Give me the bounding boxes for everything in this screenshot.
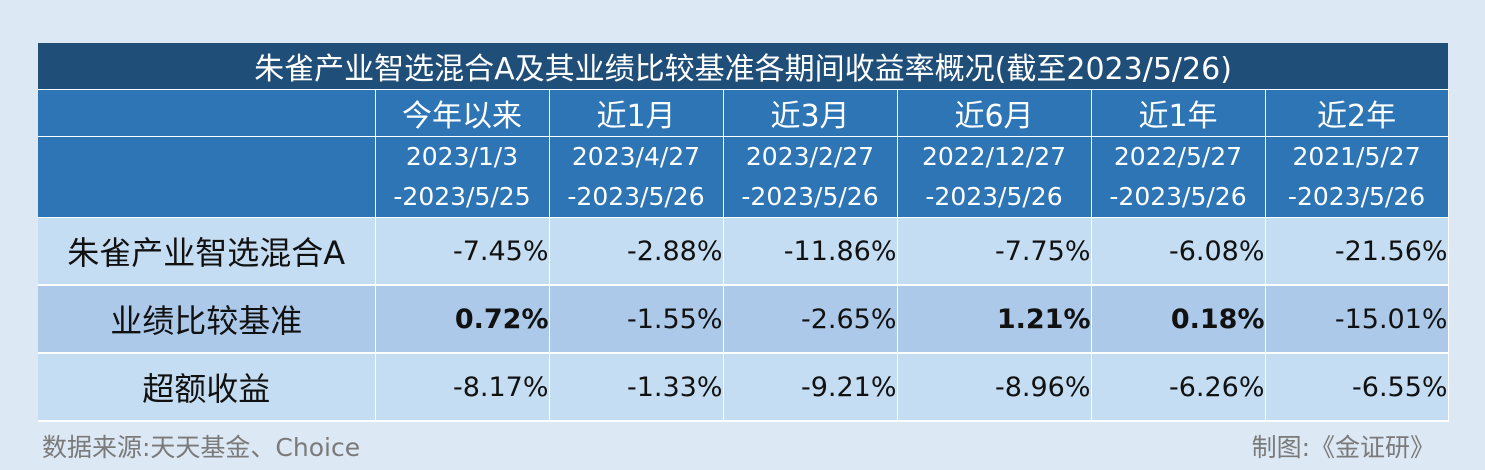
date-range-end: -2023/5/26 [925, 182, 1063, 211]
value-cell: -21.56% [1265, 217, 1449, 286]
date-range-start: 2023/1/3 [405, 142, 519, 171]
date-range-cell: 2022/12/27 -2023/5/26 [897, 136, 1092, 218]
date-range-cell: 2021/5/27 -2023/5/26 [1265, 136, 1449, 218]
period-header-cell: 今年以来 [375, 89, 550, 137]
date-range-cell: 2023/2/27 -2023/5/26 [723, 136, 898, 218]
row-label: 朱雀产业智选混合A [38, 217, 376, 286]
date-range-end: -2023/5/26 [741, 182, 879, 211]
date-range-start: 2022/5/27 [1113, 142, 1243, 171]
date-range-start: 2021/5/27 [1292, 142, 1421, 171]
period-header-cell: 近1年 [1091, 89, 1266, 137]
chart-maker-note: 制图:《金证研》 [1251, 433, 1435, 462]
date-range-end: -2023/5/25 [393, 182, 531, 211]
header-corner [38, 89, 376, 137]
returns-table: 朱雀产业智选混合A及其业绩比较基准各期间收益率概况(截至2023/5/26) 今… [38, 43, 1449, 422]
row-label: 业绩比较基准 [38, 285, 376, 354]
value-cell: -6.08% [1091, 217, 1266, 286]
value-cell: -9.21% [723, 353, 898, 422]
date-range-start: 2022/12/27 [921, 142, 1067, 171]
table-body: 朱雀产业智选混合A -7.45% -2.88% -11.86% -7.75% -6.08%… [38, 217, 1449, 422]
date-range-cell: 2023/1/3 -2023/5/25 [375, 136, 550, 218]
date-range-header-row: 2023/1/3 -2023/5/25 2023/4/27 -2023/5/26 202… [38, 136, 1449, 218]
value-cell: -8.96% [897, 353, 1092, 422]
value-cell: -1.55% [549, 285, 724, 354]
value-cell: 1.21% [897, 285, 1092, 354]
value-cell: 0.72% [375, 285, 550, 354]
table-title: 朱雀产业智选混合A及其业绩比较基准各期间收益率概况(截至2023/5/26) [38, 43, 1449, 90]
table-row: 超额收益 -8.17% -1.33% -9.21% -8.96% -6.26% -6.55% [38, 353, 1449, 422]
date-range-cell: 2022/5/27 -2023/5/26 [1091, 136, 1266, 218]
value-cell: -11.86% [723, 217, 898, 286]
period-header-cell: 近1月 [549, 89, 724, 137]
date-range-end: -2023/5/26 [1287, 182, 1426, 211]
period-header-cell: 近3月 [723, 89, 898, 137]
value-cell: -1.33% [549, 353, 724, 422]
row-label: 超额收益 [38, 353, 376, 422]
value-cell: -7.45% [375, 217, 550, 286]
date-range-start: 2023/2/27 [745, 142, 875, 171]
date-range-cell: 2023/4/27 -2023/5/26 [549, 136, 724, 218]
date-range-start: 2023/4/27 [571, 142, 701, 171]
value-cell: -15.01% [1265, 285, 1449, 354]
period-header-cell: 近2年 [1265, 89, 1449, 137]
date-range-end: -2023/5/26 [567, 182, 705, 211]
value-cell: -8.17% [375, 353, 550, 422]
period-header-cell: 近6月 [897, 89, 1092, 137]
value-cell: -6.55% [1265, 353, 1449, 422]
title-row: 朱雀产业智选混合A及其业绩比较基准各期间收益率概况(截至2023/5/26) [38, 43, 1449, 90]
data-source-note: 数据来源:天天基金、Choice [42, 433, 361, 462]
value-cell: 0.18% [1091, 285, 1266, 354]
header-corner-dates [38, 136, 376, 218]
value-cell: -2.65% [723, 285, 898, 354]
value-cell: -6.26% [1091, 353, 1266, 422]
value-cell: -7.75% [897, 217, 1092, 286]
period-header-row: 今年以来 近1月 近3月 近6月 近1年 近2年 [38, 89, 1449, 137]
date-range-end: -2023/5/26 [1109, 182, 1247, 211]
table-row: 业绩比较基准 0.72% -1.55% -2.65% 1.21% 0.18% -15.01% [38, 285, 1449, 354]
table-row: 朱雀产业智选混合A -7.45% -2.88% -11.86% -7.75% -6.08%… [38, 217, 1449, 286]
value-cell: -2.88% [549, 217, 724, 286]
